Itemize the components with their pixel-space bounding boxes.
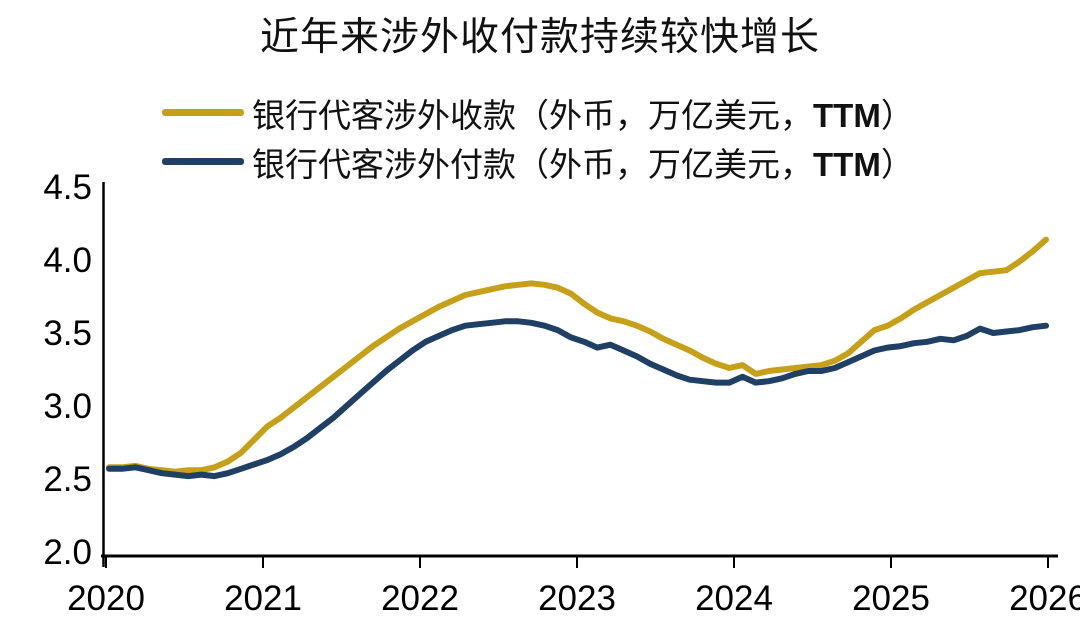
x-tick-label: 2025 (852, 579, 930, 618)
legend-item-receipts: 银行代客涉外收款（外币，万亿美元，TTM） (162, 88, 914, 137)
series-line-receipts (106, 236, 1049, 475)
legend-line-swatch-gold (162, 109, 244, 116)
chart-title: 近年来涉外收付款持续较快增长 (259, 16, 820, 59)
y-tick-label: 3.0 (43, 387, 92, 426)
legend-item-payments: 银行代客涉外付款（外币，万亿美元，TTM） (162, 137, 914, 186)
x-tick-label: 2024 (695, 579, 773, 618)
y-tick-label: 3.5 (43, 314, 92, 353)
y-tick-label: 2.5 (43, 460, 92, 499)
x-tick-label: 2023 (538, 579, 616, 618)
legend-label-payments: 银行代客涉外付款（外币，万亿美元，TTM） (252, 145, 914, 184)
y-tick-label: 2.0 (43, 533, 92, 572)
x-tick-label: 2026 (1009, 579, 1080, 618)
x-tick-label: 2022 (381, 579, 459, 618)
x-tick-label: 2021 (224, 579, 302, 618)
x-tick-label: 2020 (67, 579, 145, 618)
legend-line-swatch-navy (162, 158, 244, 165)
legend: 银行代客涉外收款（外币，万亿美元，TTM） 银行代客涉外付款（外币，万亿美元，T… (162, 88, 914, 186)
y-tick-label: 4.5 (43, 168, 92, 207)
y-tick-label: 4.0 (43, 241, 92, 280)
legend-label-receipts: 银行代客涉外收款（外币，万亿美元，TTM） (252, 96, 914, 135)
series-line-payments (106, 318, 1049, 480)
